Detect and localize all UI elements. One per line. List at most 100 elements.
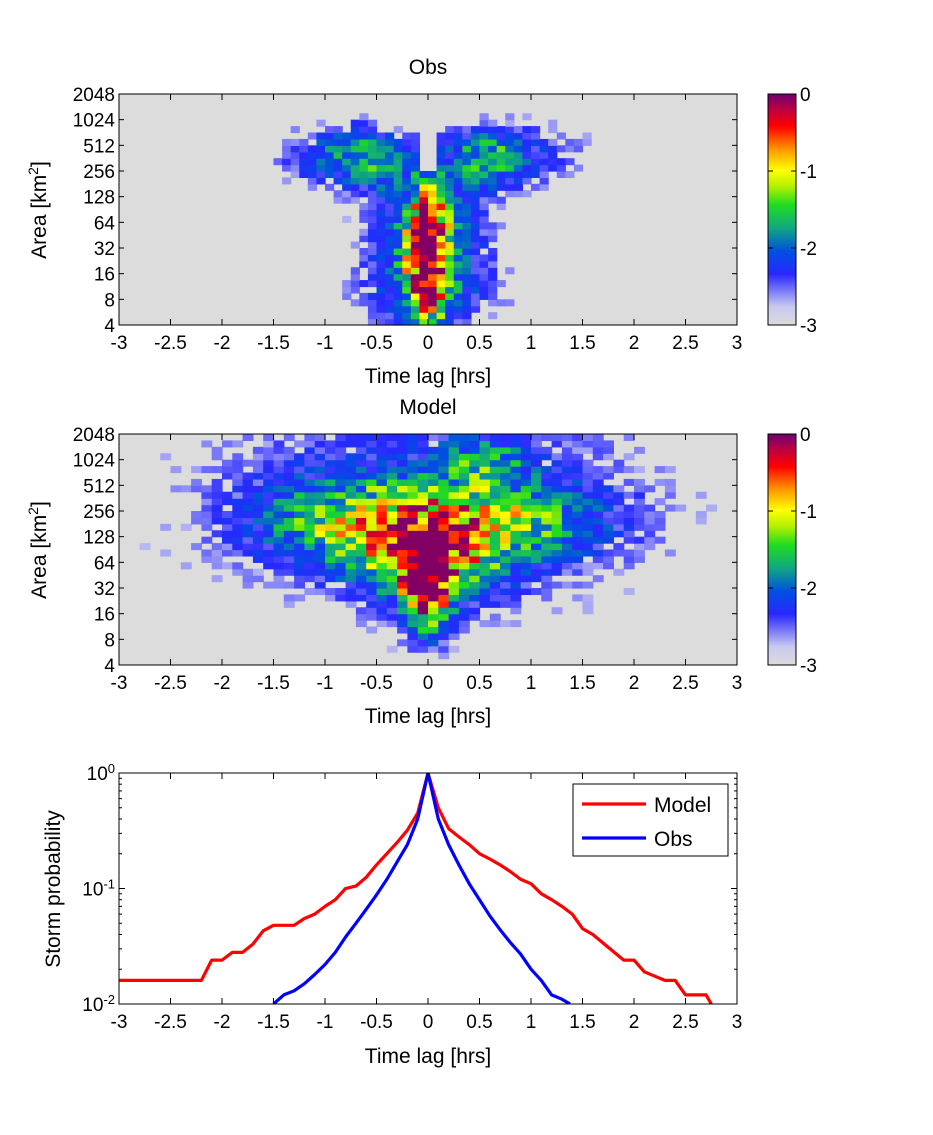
heatmap-cell <box>307 158 318 166</box>
heatmap-cell <box>592 536 604 544</box>
colorbar-tick-label: 0 <box>800 85 811 106</box>
heatmap-cell <box>410 145 421 153</box>
heatmap-cell <box>561 478 573 486</box>
heatmap-cell <box>385 132 395 140</box>
heatmap-cell <box>458 620 470 628</box>
heatmap-cell <box>489 581 501 589</box>
heatmap-cell <box>510 504 522 512</box>
heatmap-cell <box>469 613 481 621</box>
heatmap-cell <box>304 491 316 499</box>
heatmap-cell <box>273 498 285 506</box>
y-tick-label: 32 <box>94 239 115 260</box>
heatmap-cell <box>436 132 446 140</box>
heatmap-cell <box>273 491 285 499</box>
heatmap-cell <box>445 273 455 281</box>
heatmap-cell <box>453 254 463 262</box>
heatmap-cell <box>367 267 378 275</box>
heatmap-cell <box>470 145 481 153</box>
heatmap-cell <box>263 453 275 461</box>
heatmap-cell <box>479 575 491 583</box>
heatmap-cell <box>448 607 460 615</box>
heatmap-cell <box>376 280 386 288</box>
heatmap-cell <box>304 555 316 563</box>
heatmap-cell <box>539 138 549 146</box>
heatmap-cell <box>489 511 501 519</box>
heatmap-cell <box>572 536 584 544</box>
heatmap-cell <box>488 119 498 127</box>
heatmap-cell <box>290 145 300 153</box>
heatmap-cell <box>531 562 542 570</box>
heatmap-cell <box>489 498 501 506</box>
heatmap-cell <box>355 446 367 454</box>
heatmap-cell <box>522 171 532 179</box>
heatmap-cell <box>299 158 309 166</box>
heatmap-cell <box>603 511 614 519</box>
heatmap-cell <box>500 446 511 454</box>
heatmap-cell <box>556 145 566 153</box>
heatmap-cell <box>397 478 408 486</box>
heatmap-cell <box>252 536 264 544</box>
heatmap-cell <box>417 543 429 551</box>
heatmap-cell <box>376 607 388 615</box>
heatmap-cell <box>489 536 501 544</box>
heatmap-cell <box>345 530 357 538</box>
heatmap-cell <box>410 286 421 294</box>
heatmap-cell <box>273 517 285 525</box>
heatmap-cell <box>325 543 336 551</box>
heatmap-cell <box>386 575 398 583</box>
heatmap-cell <box>407 613 419 621</box>
heatmap-cell <box>263 459 275 467</box>
heatmap-cell <box>582 511 594 519</box>
heatmap-cell <box>510 498 522 506</box>
heatmap-cell <box>458 511 470 519</box>
heatmap-cell <box>561 472 573 480</box>
heatmap-cell <box>664 466 676 474</box>
heatmap-cell <box>438 440 450 448</box>
heatmap-cell <box>500 523 511 531</box>
heatmap-cell <box>376 248 386 256</box>
heatmap-cell <box>469 446 481 454</box>
heatmap-cell <box>445 267 455 275</box>
heatmap-cell <box>488 235 498 243</box>
heatmap-cell <box>510 466 522 474</box>
heatmap-cell <box>410 280 421 288</box>
heatmap-cell <box>314 478 326 486</box>
heatmap-cell <box>407 472 419 480</box>
heatmap-cell <box>548 119 558 127</box>
heatmap-cell <box>419 260 429 268</box>
heatmap-cell <box>222 549 233 557</box>
heatmap-cell <box>410 254 421 262</box>
heatmap-cell <box>325 138 335 146</box>
y-tick-label: 512 <box>83 136 115 157</box>
heatmap-cell <box>479 280 489 288</box>
heatmap-cell <box>294 549 305 557</box>
heatmap-cell <box>283 472 295 480</box>
heatmap-cell <box>252 555 264 563</box>
heatmap-cell <box>376 459 388 467</box>
heatmap-cell <box>407 434 419 442</box>
heatmap-cell <box>355 575 367 583</box>
heatmap-cell <box>393 241 403 249</box>
heatmap-cell <box>644 523 656 531</box>
heatmap-cell <box>603 498 614 506</box>
heatmap-cell <box>462 267 472 275</box>
x-tick-label: 2.5 <box>672 1012 698 1033</box>
heatmap-cell <box>428 581 439 589</box>
heatmap-cell <box>350 190 360 198</box>
heatmap-cell <box>505 119 515 127</box>
heatmap-cell <box>201 498 213 506</box>
heatmap-cell <box>386 504 398 512</box>
heatmap-cell <box>325 459 336 467</box>
heatmap-cell <box>520 543 532 551</box>
heatmap-cell <box>410 209 421 217</box>
heatmap-cell <box>479 440 491 448</box>
heatmap-cell <box>263 562 275 570</box>
heatmap-cell <box>294 575 305 583</box>
heatmap-cell <box>273 530 285 538</box>
heatmap-cell <box>551 543 563 551</box>
heatmap-cell <box>448 440 460 448</box>
heatmap-cell <box>393 126 403 134</box>
y-tick-label: 256 <box>83 162 115 183</box>
y-tick-label: 8 <box>104 290 115 311</box>
heatmap-cell <box>304 588 316 596</box>
